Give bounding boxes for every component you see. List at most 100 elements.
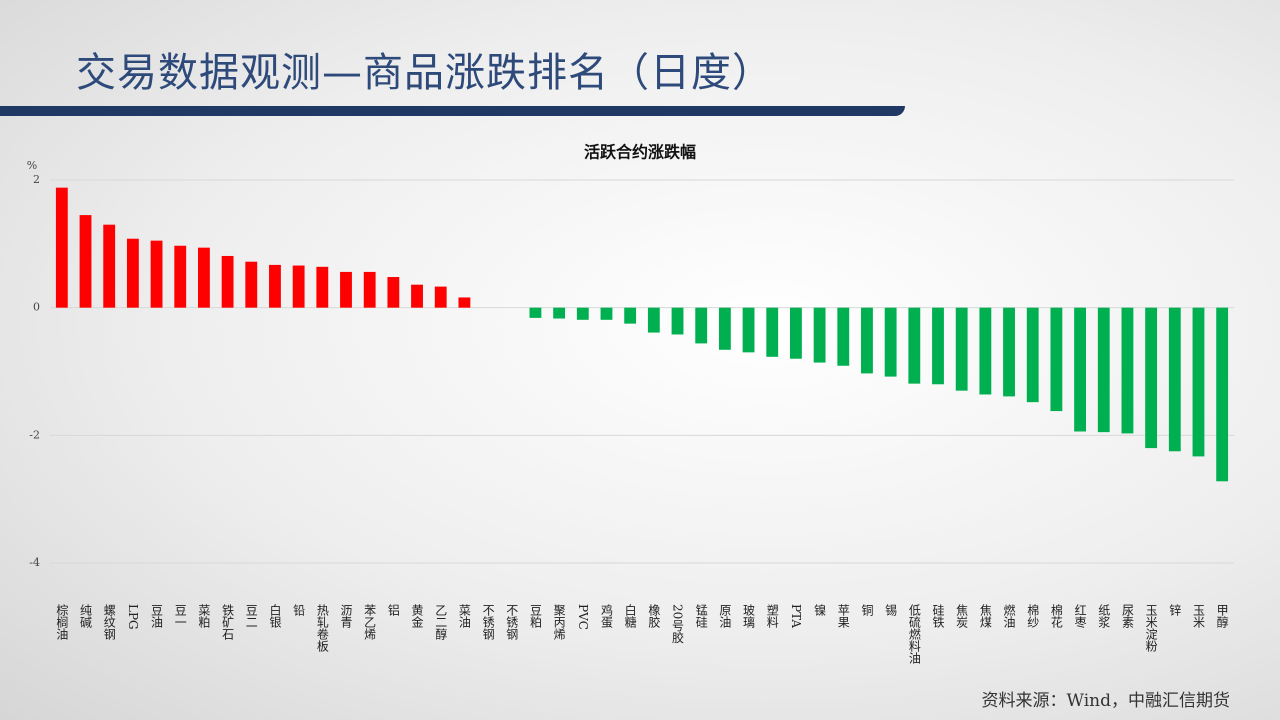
bar bbox=[671, 307, 684, 335]
bar bbox=[884, 307, 897, 377]
x-tick-label: 硅铁 bbox=[931, 604, 945, 628]
bar bbox=[1074, 307, 1086, 432]
x-tick-label: 玉米 bbox=[1191, 604, 1206, 628]
y-tick-label: -4 bbox=[29, 556, 40, 569]
bar bbox=[1050, 307, 1063, 412]
bar bbox=[363, 271, 376, 308]
x-tick-label: 鸡蛋 bbox=[599, 604, 614, 628]
bar bbox=[695, 307, 708, 344]
slide-title: 交易数据观测—商品涨跌排名（日度） bbox=[76, 50, 773, 96]
header-band bbox=[0, 106, 905, 116]
bar bbox=[1097, 307, 1110, 433]
bar bbox=[434, 286, 447, 308]
bar bbox=[647, 307, 660, 333]
y-tick-label: 2 bbox=[33, 173, 40, 186]
x-tick-label: 铜 bbox=[859, 604, 874, 616]
bar bbox=[150, 240, 163, 308]
bar bbox=[1145, 307, 1158, 449]
x-tick-label: 橡胶 bbox=[646, 604, 661, 628]
x-tick-label: 塑料 bbox=[765, 604, 780, 628]
x-tick-label: 白银 bbox=[267, 604, 282, 628]
x-tick-label: 乙二醇 bbox=[433, 604, 448, 640]
y-tick-label: 0 bbox=[33, 301, 40, 314]
x-tick-label: 不锈钢 bbox=[504, 604, 519, 640]
x-tick-label: 红枣 bbox=[1073, 604, 1088, 628]
bar bbox=[103, 224, 116, 308]
bar bbox=[600, 307, 613, 320]
x-tick-label: 豆油 bbox=[149, 604, 164, 628]
bar bbox=[837, 307, 850, 366]
bar bbox=[766, 307, 779, 357]
bar bbox=[1216, 307, 1229, 482]
bar bbox=[1026, 307, 1039, 403]
y-tick-label: -2 bbox=[29, 428, 40, 441]
bar bbox=[458, 297, 471, 308]
x-tick-label: 棕榈油 bbox=[54, 604, 69, 640]
bar bbox=[1121, 307, 1134, 434]
bar bbox=[316, 266, 329, 308]
x-tick-label: 纯碱 bbox=[78, 604, 93, 628]
x-tick-label: 锌 bbox=[1167, 604, 1182, 616]
x-tick-label: 豆二 bbox=[244, 604, 259, 628]
bar bbox=[1192, 307, 1205, 457]
x-tick-label: 20号胶 bbox=[670, 604, 685, 644]
x-tick-label: 锡 bbox=[883, 604, 898, 616]
source-note: 资料来源：Wind，中融汇信期货 bbox=[981, 691, 1230, 711]
bar bbox=[979, 307, 992, 395]
x-tick-label: 苯乙烯 bbox=[362, 604, 377, 640]
bar bbox=[126, 238, 139, 308]
bar bbox=[55, 187, 68, 308]
bar bbox=[198, 247, 210, 308]
x-tick-label: 聚丙烯 bbox=[552, 604, 567, 640]
x-tick-label: 低硫燃料油 bbox=[907, 604, 922, 664]
y-unit: % bbox=[27, 159, 37, 172]
x-tick-label: 豆粕 bbox=[528, 604, 543, 628]
x-tick-label: 沥青 bbox=[339, 604, 353, 628]
x-tick-label: 镍 bbox=[812, 604, 827, 616]
bar bbox=[576, 307, 589, 320]
x-tick-label: 铅 bbox=[291, 604, 306, 616]
bar bbox=[245, 261, 258, 308]
bar bbox=[411, 284, 423, 308]
x-tick-label: 纸浆 bbox=[1096, 604, 1111, 628]
bar bbox=[718, 307, 731, 350]
x-tick-label: 苹果 bbox=[836, 604, 851, 628]
bar bbox=[387, 277, 400, 308]
chart-title: 活跃合约涨跌幅 bbox=[584, 143, 696, 162]
x-tick-label: 豆一 bbox=[173, 604, 188, 628]
x-tick-label: 焦炭 bbox=[954, 604, 969, 628]
x-tick-label: PVC bbox=[575, 604, 590, 630]
x-tick-label: 尿素 bbox=[1120, 604, 1135, 628]
bar bbox=[269, 264, 281, 308]
bar bbox=[813, 307, 826, 363]
x-tick-label: 玻璃 bbox=[741, 604, 756, 628]
x-tick-label: PTA bbox=[788, 604, 803, 629]
bar bbox=[292, 265, 305, 308]
x-tick-label: 棉花 bbox=[1049, 604, 1064, 628]
x-tick-label: 锰硅 bbox=[694, 604, 709, 628]
x-tick-label: 甲醇 bbox=[1215, 604, 1230, 628]
x-tick-label: 不锈钢 bbox=[481, 604, 496, 640]
x-tick-label: 铝 bbox=[386, 604, 401, 616]
bar bbox=[221, 255, 234, 308]
x-tick-label: 燃油 bbox=[1002, 604, 1017, 628]
bar bbox=[174, 245, 187, 308]
bar bbox=[1168, 307, 1181, 452]
bar bbox=[908, 307, 921, 384]
x-tick-label: 螺纹钢 bbox=[102, 604, 117, 640]
bar bbox=[340, 271, 352, 308]
bar bbox=[529, 307, 542, 318]
bar bbox=[790, 307, 802, 359]
x-tick-label: LPG bbox=[125, 604, 140, 630]
x-tick-label: 原油 bbox=[717, 604, 732, 628]
x-tick-label: 棉纱 bbox=[1025, 604, 1040, 628]
bar bbox=[624, 307, 637, 324]
x-tick-label: 菜粕 bbox=[196, 604, 211, 628]
bar bbox=[79, 215, 92, 308]
bar bbox=[932, 307, 944, 385]
x-tick-label: 铁矿石 bbox=[220, 604, 235, 640]
x-tick-label: 焦煤 bbox=[978, 604, 993, 628]
x-tick-label: 玉米淀粉 bbox=[1144, 604, 1159, 652]
